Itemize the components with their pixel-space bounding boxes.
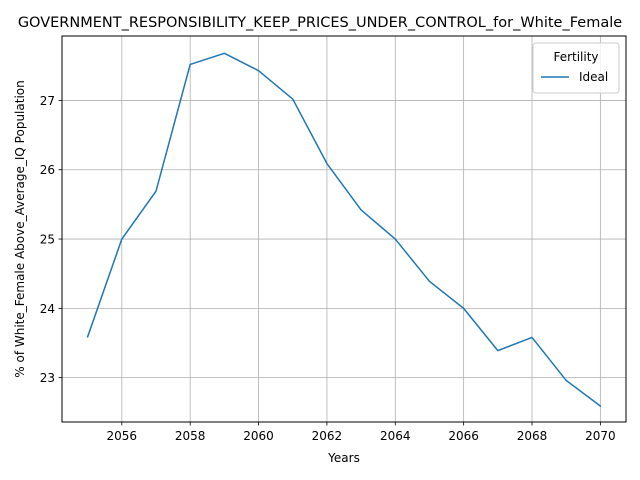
legend-title: Fertility — [553, 50, 598, 64]
x-tick-label: 2070 — [585, 429, 616, 443]
y-tick-label: 27 — [40, 94, 55, 108]
y-tick-label: 26 — [40, 163, 55, 177]
y-tick-label: 24 — [40, 302, 55, 316]
y-axis-label: % of White_Female Above_Average_IQ Popul… — [13, 80, 27, 377]
series-group — [86, 52, 602, 408]
x-tick-label: 2062 — [312, 429, 343, 443]
chart-title: GOVERNMENT_RESPONSIBILITY_KEEP_PRICES_UN… — [18, 15, 622, 31]
x-axis-label: Years — [327, 451, 360, 465]
series-line-ideal — [86, 52, 602, 408]
y-tick-label: 25 — [40, 233, 55, 247]
plot-frame — [61, 35, 627, 423]
legend: Fertility Ideal — [532, 42, 620, 94]
y-tick-label: 23 — [40, 371, 55, 385]
y-axis-ticks: 23 24 25 26 27 — [40, 94, 62, 385]
gridlines — [62, 36, 626, 422]
x-tick-label: 2060 — [243, 429, 274, 443]
legend-box — [532, 42, 620, 94]
x-tick-label: 2056 — [107, 429, 138, 443]
legend-label-ideal: Ideal — [579, 70, 608, 84]
x-tick-label: 2064 — [380, 429, 411, 443]
x-axis-ticks: 2056 2058 2060 2062 2064 2066 2068 2070 — [107, 422, 616, 443]
x-tick-label: 2068 — [517, 429, 548, 443]
x-tick-label: 2066 — [448, 429, 479, 443]
plot-area — [62, 36, 626, 422]
x-tick-label: 2058 — [175, 429, 206, 443]
